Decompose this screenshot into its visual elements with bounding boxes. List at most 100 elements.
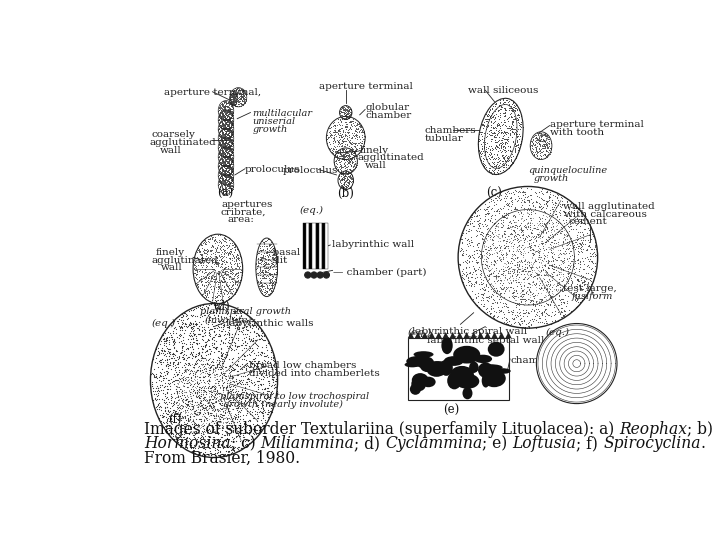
Point — [465, 282, 477, 291]
Point — [214, 394, 225, 403]
Point — [217, 122, 228, 131]
Point — [186, 400, 197, 408]
Point — [200, 293, 212, 301]
Point — [181, 322, 192, 330]
Point — [224, 143, 235, 152]
Point — [241, 374, 253, 383]
Point — [189, 369, 200, 378]
Point — [215, 132, 227, 140]
Point — [499, 266, 510, 274]
Point — [214, 407, 225, 415]
Point — [544, 242, 555, 251]
Point — [529, 187, 541, 196]
Point — [527, 148, 539, 157]
Point — [224, 110, 235, 119]
Point — [246, 347, 258, 355]
Point — [183, 370, 194, 379]
Point — [478, 144, 490, 152]
Point — [229, 312, 240, 321]
Point — [213, 418, 225, 427]
Point — [228, 93, 239, 102]
Point — [261, 242, 273, 251]
Point — [161, 416, 173, 425]
Point — [339, 148, 351, 157]
Point — [220, 127, 231, 136]
Point — [174, 396, 185, 404]
Point — [264, 246, 275, 254]
Point — [487, 235, 499, 244]
Point — [523, 241, 535, 250]
Point — [217, 139, 229, 148]
Point — [188, 369, 199, 377]
Point — [500, 138, 512, 146]
Point — [197, 281, 208, 290]
Point — [224, 137, 235, 146]
Point — [178, 309, 189, 318]
Point — [530, 145, 541, 153]
Point — [177, 315, 189, 324]
Point — [230, 96, 242, 104]
Point — [225, 93, 236, 102]
Point — [531, 148, 542, 157]
Point — [198, 249, 210, 258]
Point — [222, 126, 234, 135]
Point — [228, 446, 239, 455]
Point — [334, 127, 346, 136]
Point — [464, 219, 476, 228]
Point — [194, 259, 205, 267]
Point — [259, 416, 271, 424]
Point — [211, 297, 222, 306]
Point — [536, 135, 548, 144]
Point — [541, 218, 552, 227]
Point — [222, 178, 234, 186]
Point — [232, 245, 243, 253]
Point — [464, 268, 476, 276]
Point — [267, 255, 279, 264]
Point — [218, 371, 230, 380]
Point — [222, 150, 234, 159]
Point — [478, 122, 490, 131]
Point — [590, 261, 601, 270]
Point — [208, 438, 220, 447]
Point — [223, 171, 235, 180]
Point — [204, 332, 215, 340]
Point — [222, 117, 233, 125]
Point — [493, 140, 505, 149]
Point — [193, 433, 204, 442]
Point — [573, 281, 585, 290]
Point — [226, 119, 238, 127]
Point — [222, 130, 233, 138]
Point — [220, 110, 231, 118]
Point — [341, 147, 353, 156]
Point — [178, 402, 189, 411]
Point — [535, 132, 546, 141]
Point — [223, 369, 235, 377]
Point — [528, 133, 539, 141]
Point — [214, 375, 225, 383]
Point — [220, 271, 232, 280]
Point — [518, 191, 529, 200]
Point — [482, 248, 493, 256]
Point — [220, 111, 231, 120]
Point — [243, 435, 255, 444]
Point — [217, 97, 229, 106]
Point — [176, 377, 188, 386]
Point — [542, 232, 554, 241]
Point — [208, 402, 220, 410]
Point — [487, 291, 499, 300]
Point — [206, 403, 217, 411]
Point — [546, 275, 558, 284]
Point — [492, 298, 503, 307]
Point — [557, 286, 568, 294]
Point — [332, 137, 343, 146]
Point — [201, 442, 212, 451]
Point — [580, 275, 591, 284]
Point — [235, 327, 247, 335]
Point — [216, 177, 228, 185]
Point — [230, 256, 242, 265]
Point — [255, 375, 266, 384]
Point — [238, 94, 249, 103]
Point — [552, 289, 563, 298]
Point — [199, 443, 210, 451]
Point — [202, 431, 214, 440]
